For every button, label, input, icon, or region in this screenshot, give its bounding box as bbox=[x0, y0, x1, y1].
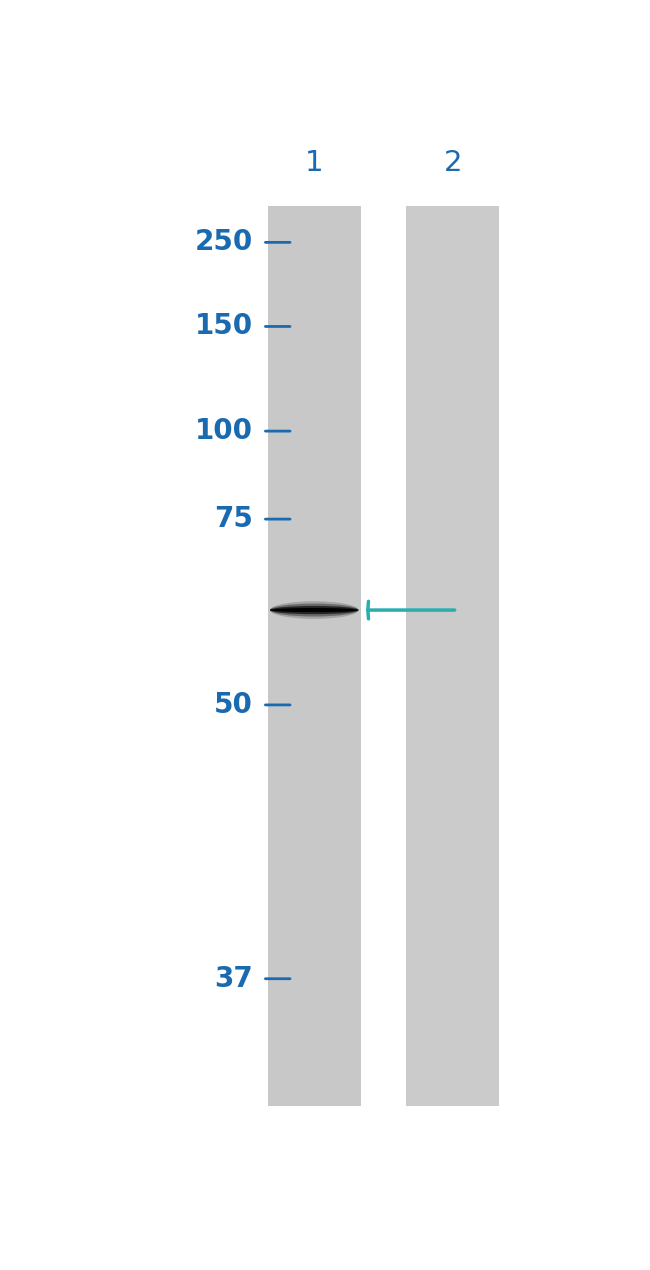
Text: 50: 50 bbox=[214, 691, 252, 719]
Text: 75: 75 bbox=[214, 505, 252, 533]
Ellipse shape bbox=[270, 606, 359, 615]
Text: 2: 2 bbox=[443, 149, 462, 177]
Text: 37: 37 bbox=[214, 965, 252, 993]
Bar bbox=[268, 206, 361, 1106]
Text: 1: 1 bbox=[305, 149, 324, 177]
Text: 150: 150 bbox=[194, 312, 252, 340]
Text: 100: 100 bbox=[194, 417, 252, 444]
Bar bbox=[406, 206, 499, 1106]
Ellipse shape bbox=[270, 608, 359, 612]
Ellipse shape bbox=[270, 601, 359, 618]
Text: 250: 250 bbox=[194, 229, 252, 257]
Ellipse shape bbox=[270, 603, 359, 616]
